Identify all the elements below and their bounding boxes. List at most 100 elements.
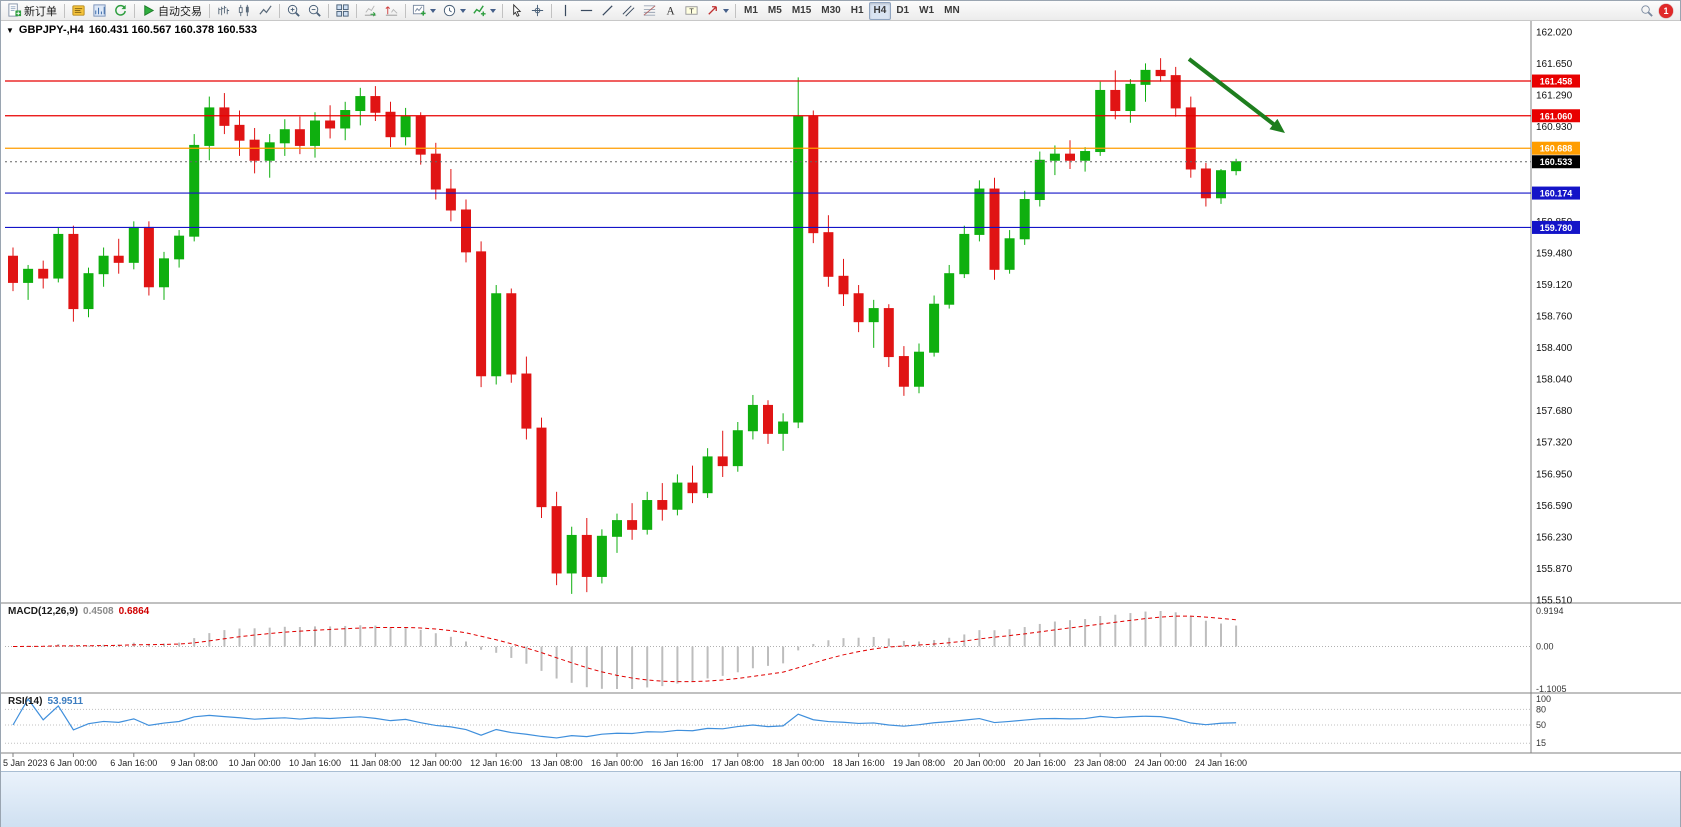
bar-chart-mode-button[interactable] xyxy=(213,2,234,20)
zoom-out-icon xyxy=(307,3,322,18)
zoom-in-icon xyxy=(286,3,301,18)
svg-text:160.174: 160.174 xyxy=(1540,189,1573,199)
macd-histogram xyxy=(27,611,1238,689)
price-badge: 161.458 xyxy=(1532,74,1580,88)
chevron-down-icon xyxy=(723,8,729,13)
tile-windows-button[interactable] xyxy=(332,2,353,20)
refresh-button[interactable] xyxy=(110,2,131,20)
timeframe-w1-button[interactable]: W1 xyxy=(919,5,935,16)
trend-arrow-annotation[interactable] xyxy=(1187,57,1285,133)
trendline-icon xyxy=(600,3,615,18)
periodicity-button[interactable] xyxy=(439,2,469,20)
timeframe-m1-button[interactable]: M1 xyxy=(744,5,758,16)
horizontal-line-button[interactable] xyxy=(576,2,597,20)
toolbar: 新订单 自动交易 A T M1 M5 M15 M30 H1 H4 D1 W1 MN 1 xyxy=(1,1,1680,21)
tile-icon xyxy=(335,3,350,18)
horizontal-levels[interactable] xyxy=(5,80,1531,229)
text-label-button[interactable]: T xyxy=(681,2,702,20)
chart-shift-button[interactable] xyxy=(381,2,402,20)
timeframe-h4-button[interactable]: H4 xyxy=(868,1,892,20)
chevron-down-icon xyxy=(490,8,496,13)
notification-badge[interactable]: 1 xyxy=(1659,3,1673,18)
svg-text:0.9194: 0.9194 xyxy=(1536,606,1564,616)
arrows-button[interactable] xyxy=(702,2,732,20)
timeframe-m30-button[interactable]: M30 xyxy=(821,5,841,16)
svg-text:100: 100 xyxy=(1536,694,1551,704)
toolbar-separator xyxy=(735,3,736,18)
arrow-head xyxy=(1269,118,1285,133)
timeframe-m5-button[interactable]: M5 xyxy=(767,5,782,16)
toolbar-right: 1 xyxy=(1639,3,1677,18)
svg-text:23 Jan 08:00: 23 Jan 08:00 xyxy=(1074,758,1126,768)
svg-text:T: T xyxy=(689,6,694,15)
toolbar-separator xyxy=(209,3,210,18)
svg-text:24 Jan 00:00: 24 Jan 00:00 xyxy=(1135,758,1187,768)
svg-text:9 Jan 08:00: 9 Jan 08:00 xyxy=(171,758,218,768)
chart-menu-icon[interactable]: ▼ xyxy=(6,25,14,35)
svg-text:20 Jan 00:00: 20 Jan 00:00 xyxy=(953,758,1005,768)
svg-text:156.590: 156.590 xyxy=(1536,501,1573,512)
svg-text:161.650: 161.650 xyxy=(1536,59,1573,70)
price-badge: 160.688 xyxy=(1532,141,1580,155)
trendline-button[interactable] xyxy=(597,2,618,20)
svg-text:156.230: 156.230 xyxy=(1536,532,1573,543)
auto-scroll-button[interactable] xyxy=(360,2,381,20)
svg-text:50: 50 xyxy=(1536,720,1546,730)
svg-text:0.00: 0.00 xyxy=(1536,642,1554,652)
toolbar-separator xyxy=(502,3,503,18)
toolbar-separator xyxy=(551,3,552,18)
timeframe-d1-button[interactable]: D1 xyxy=(896,5,910,16)
candlestick-mode-button[interactable] xyxy=(234,2,255,20)
crosshair-button[interactable] xyxy=(527,2,548,20)
fibonacci-button[interactable] xyxy=(639,2,660,20)
vertical-line-button[interactable] xyxy=(555,2,576,20)
candlestick-series xyxy=(8,58,1242,594)
svg-text:158.040: 158.040 xyxy=(1536,375,1573,386)
svg-text:12 Jan 16:00: 12 Jan 16:00 xyxy=(470,758,522,768)
svg-text:-1.1005: -1.1005 xyxy=(1536,684,1567,694)
timeframe-mn-button[interactable]: MN xyxy=(944,5,960,16)
cursor-icon xyxy=(509,3,524,18)
indicators-icon xyxy=(472,3,487,18)
equidistant-channel-button[interactable] xyxy=(618,2,639,20)
timeframe-m15-button[interactable]: M15 xyxy=(791,5,812,16)
timeframe-h1-button[interactable]: H1 xyxy=(850,5,864,16)
svg-text:5 Jan 2023: 5 Jan 2023 xyxy=(3,758,48,768)
market-watch-button[interactable] xyxy=(89,2,110,20)
svg-text:17 Jan 08:00: 17 Jan 08:00 xyxy=(712,758,764,768)
zoom-in-button[interactable] xyxy=(283,2,304,20)
svg-text:162.020: 162.020 xyxy=(1536,28,1573,39)
vline-icon xyxy=(558,3,573,18)
chart-window[interactable]: 0.9194 0.00 -1.1005 100 80 50 15 162.020 161.650… xyxy=(1,21,1681,771)
metaeditor-button[interactable] xyxy=(68,2,89,20)
svg-text:11 Jan 08:00: 11 Jan 08:00 xyxy=(350,758,401,768)
svg-text:157.680: 157.680 xyxy=(1536,406,1573,417)
svg-text:6 Jan 00:00: 6 Jan 00:00 xyxy=(50,758,97,768)
price-badge: 160.533 xyxy=(1532,155,1580,169)
new-chart-button[interactable] xyxy=(409,2,439,20)
channel-icon xyxy=(621,3,636,18)
cursor-button[interactable] xyxy=(506,2,527,20)
button-label: 自动交易 xyxy=(158,5,202,18)
svg-text:6 Jan 16:00: 6 Jan 16:00 xyxy=(110,758,157,768)
new-chart-icon xyxy=(412,3,427,18)
new-order-button[interactable]: 新订单 xyxy=(4,2,61,20)
svg-text:10 Jan 00:00: 10 Jan 00:00 xyxy=(229,758,281,768)
arrow-tool-icon xyxy=(705,3,720,18)
text-button[interactable]: A xyxy=(660,2,681,20)
zoom-out-button[interactable] xyxy=(304,2,325,20)
svg-text:157.320: 157.320 xyxy=(1536,438,1573,449)
market-watch-icon xyxy=(92,3,107,18)
svg-text:155.870: 155.870 xyxy=(1536,564,1573,575)
indicators-button[interactable] xyxy=(469,2,499,20)
chart-shift-icon xyxy=(384,3,399,18)
line-chart-mode-button[interactable] xyxy=(255,2,276,20)
svg-text:20 Jan 16:00: 20 Jan 16:00 xyxy=(1014,758,1066,768)
svg-text:158.760: 158.760 xyxy=(1536,312,1573,323)
search-icon[interactable] xyxy=(1639,3,1654,18)
price-badge: 160.174 xyxy=(1532,186,1580,200)
rsi-line xyxy=(12,697,1237,739)
autotrading-button[interactable]: 自动交易 xyxy=(138,2,206,20)
